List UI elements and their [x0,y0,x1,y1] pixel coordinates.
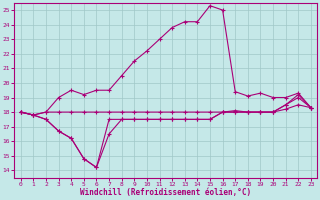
X-axis label: Windchill (Refroidissement éolien,°C): Windchill (Refroidissement éolien,°C) [80,188,252,197]
